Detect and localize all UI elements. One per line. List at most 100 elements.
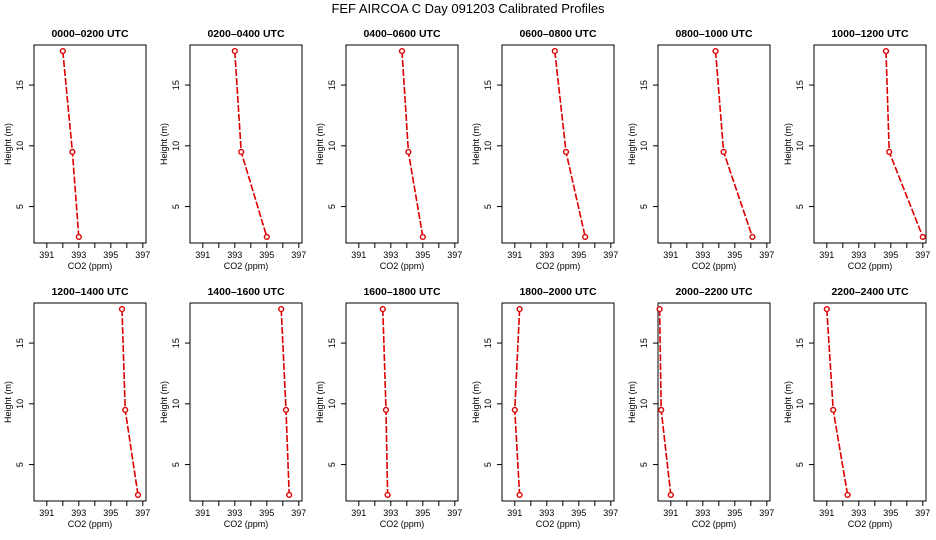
x-tick-label: 395	[415, 508, 430, 518]
co2-data-point	[282, 406, 290, 413]
co2-data-point	[278, 305, 285, 313]
y-tick-label: 10	[795, 399, 805, 409]
x-tick-label: 397	[291, 508, 306, 518]
x-axis-label: CO2 (ppm)	[68, 261, 113, 271]
co2-data-point	[516, 491, 523, 499]
co2-data-point	[69, 148, 76, 155]
y-tick-label: 5	[171, 462, 181, 467]
y-tick-label: 10	[327, 141, 337, 151]
x-axis-label: CO2 (ppm)	[380, 519, 425, 529]
y-tick-label: 5	[483, 462, 493, 467]
y-tick-label: 10	[795, 141, 805, 151]
profile-panel: 0400–0600 UTC 391 393 395 397 5 10 15 CO2 (ppm) H…	[315, 28, 462, 271]
panel-title: 1400–1600 UTC	[207, 286, 284, 298]
panel-title: 0200–0400 UTC	[207, 28, 284, 40]
x-axis-label: CO2 (ppm)	[68, 519, 113, 529]
co2-data-point	[398, 47, 406, 55]
x-axis-label: CO2 (ppm)	[224, 261, 269, 271]
x-tick-label: 393	[383, 250, 398, 260]
x-tick-label: 395	[571, 508, 586, 518]
x-tick-label: 395	[415, 250, 430, 260]
panel-title: 1800–2000 UTC	[519, 286, 596, 298]
profile-panel: 2000–2200 UTC 391 393 395 397 5 10 15 CO2 (ppm) H…	[627, 286, 774, 529]
x-axis-label: CO2 (ppm)	[536, 519, 581, 529]
co2-profile-line	[554, 51, 586, 238]
profile-panel: 1800–2000 UTC 391 393 395 397 5 10 15 CO2 (ppm) H…	[471, 286, 618, 529]
x-axis-label: CO2 (ppm)	[848, 261, 893, 271]
co2-data-point	[749, 233, 756, 241]
x-axis-label: CO2 (ppm)	[692, 261, 737, 271]
y-tick-label: 5	[327, 462, 337, 467]
y-axis-label: Height (m)	[783, 123, 793, 165]
y-tick-label: 15	[639, 80, 649, 90]
co2-profile-line	[885, 51, 924, 238]
plot-frame	[345, 302, 459, 502]
y-tick-label: 5	[795, 462, 805, 467]
x-axis-label: CO2 (ppm)	[224, 519, 269, 529]
co2-data-point	[830, 406, 837, 413]
co2-data-point	[551, 47, 558, 55]
co2-data-point	[384, 491, 391, 499]
y-tick-label: 15	[15, 338, 25, 348]
co2-profile-line	[280, 309, 290, 495]
x-tick-label: 391	[351, 250, 366, 260]
x-tick-label: 395	[727, 508, 742, 518]
x-tick-label: 393	[695, 508, 710, 518]
profile-panel: 0200–0400 UTC 391 393 395 397 5 10 15 CO2 (ppm) H…	[159, 28, 306, 271]
x-tick-label: 393	[383, 508, 398, 518]
x-tick-label: 393	[71, 250, 86, 260]
y-axis-label: Height (m)	[159, 123, 169, 165]
co2-data-point	[844, 491, 851, 499]
plot-frame	[33, 302, 147, 502]
x-tick-label: 393	[227, 250, 242, 260]
x-tick-label: 393	[695, 250, 710, 260]
x-axis-label: CO2 (ppm)	[380, 261, 425, 271]
co2-data-point	[562, 148, 570, 155]
y-axis-label: Height (m)	[627, 381, 637, 423]
x-tick-label: 395	[727, 250, 742, 260]
plot-frame	[657, 302, 771, 502]
x-axis-label: CO2 (ppm)	[536, 261, 581, 271]
y-tick-label: 15	[171, 338, 181, 348]
x-tick-label: 397	[915, 508, 930, 518]
x-tick-label: 395	[103, 508, 118, 518]
y-axis-label: Height (m)	[471, 381, 481, 423]
panel-title: 1600–1800 UTC	[363, 286, 440, 298]
y-tick-label: 10	[483, 141, 493, 151]
x-tick-label: 397	[915, 250, 930, 260]
y-tick-label: 5	[171, 204, 181, 209]
panel-title: 0800–1000 UTC	[675, 28, 752, 40]
panel-title: 1200–1400 UTC	[51, 286, 128, 298]
y-tick-label: 10	[15, 141, 25, 151]
x-tick-label: 393	[227, 508, 242, 518]
co2-profile-line	[62, 51, 80, 237]
co2-data-point	[720, 148, 727, 155]
x-tick-label: 391	[663, 250, 678, 260]
profile-panel: 1400–1600 UTC 391 393 395 397 5 10 15 CO2 (ppm) H…	[159, 286, 306, 529]
co2-data-point	[405, 148, 412, 155]
panel-title: 0600–0800 UTC	[519, 28, 596, 40]
y-tick-label: 15	[795, 80, 805, 90]
co2-data-point	[379, 305, 386, 313]
x-tick-label: 395	[103, 250, 118, 260]
profile-panel: 2200–2400 UTC 391 393 395 397 5 10 15 CO2 (ppm) H…	[783, 286, 930, 529]
x-tick-label: 395	[259, 250, 274, 260]
x-tick-label: 395	[571, 250, 586, 260]
y-tick-label: 5	[15, 462, 25, 467]
x-tick-label: 391	[507, 250, 522, 260]
panel-title: 2200–2400 UTC	[831, 286, 908, 298]
co2-data-point	[75, 233, 82, 241]
plot-frame	[501, 302, 615, 502]
co2-profile-line	[826, 309, 849, 496]
x-tick-label: 391	[39, 508, 54, 518]
x-axis-label: CO2 (ppm)	[848, 519, 893, 529]
profile-panel: 0600–0800 UTC 391 393 395 397 5 10 15 CO2 (ppm) H…	[471, 28, 618, 271]
co2-profile-line	[234, 51, 268, 238]
x-tick-label: 391	[507, 508, 522, 518]
co2-profile-line	[121, 309, 139, 496]
co2-data-point	[919, 233, 926, 241]
plot-frame	[657, 44, 771, 244]
x-tick-label: 397	[135, 250, 150, 260]
y-tick-label: 10	[639, 399, 649, 409]
